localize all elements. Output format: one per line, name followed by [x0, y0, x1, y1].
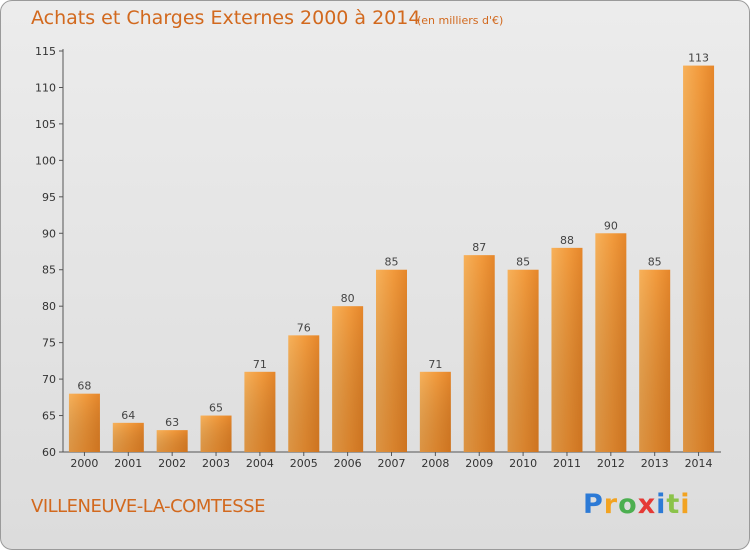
bar-shade [200, 415, 232, 452]
bar-shade [244, 371, 276, 452]
y-tick-label: 60 [42, 446, 56, 459]
x-tick-label: 2002 [158, 457, 186, 470]
x-tick-label: 2008 [421, 457, 449, 470]
bar-shade [639, 269, 671, 452]
x-tick-label: 2001 [114, 457, 142, 470]
value-label: 80 [341, 292, 355, 305]
y-tick-label: 70 [42, 373, 56, 386]
x-tick-label: 2011 [553, 457, 581, 470]
x-tick-label: 2006 [334, 457, 362, 470]
x-tick-label: 2005 [290, 457, 318, 470]
x-tick-label: 2012 [597, 457, 625, 470]
bar-shade [332, 306, 364, 452]
y-tick-label: 85 [42, 264, 56, 277]
chart-subtitle: (en milliers d'€) [417, 14, 504, 27]
value-label: 90 [604, 219, 618, 232]
y-tick-label: 80 [42, 300, 56, 313]
value-label: 68 [77, 380, 91, 393]
y-tick-label: 110 [35, 81, 56, 94]
y-tick-label: 105 [35, 118, 56, 131]
place-name: VILLENEUVE-LA-COMTESSE [31, 496, 265, 517]
bar-shade [463, 255, 495, 452]
bars: 68 64 63 65 71 76 80 85 71 87 85 88 90 85 113 [68, 52, 715, 452]
value-label: 76 [297, 321, 311, 334]
y-tick-label: 100 [35, 154, 56, 167]
value-label: 65 [209, 402, 223, 415]
value-label: 71 [428, 358, 442, 371]
value-label: 71 [253, 358, 267, 371]
x-tick-label: 2009 [465, 457, 493, 470]
y-tick-label: 95 [42, 191, 56, 204]
bar-shade [376, 269, 407, 452]
x-tick-label: 2010 [509, 457, 537, 470]
value-label: 113 [688, 52, 709, 65]
bar-shade [288, 335, 320, 452]
y-tick-label: 75 [42, 337, 56, 350]
bar-shade [419, 371, 451, 452]
y-tick-label: 65 [42, 410, 56, 423]
value-label: 64 [121, 409, 135, 422]
bar-shade [156, 430, 188, 452]
value-label: 63 [165, 416, 179, 429]
value-label: 87 [472, 241, 486, 254]
value-label: 88 [560, 234, 574, 247]
y-tick-label: 90 [42, 227, 56, 240]
bar-shade [683, 65, 715, 452]
x-tick-label: 2007 [378, 457, 406, 470]
value-label: 85 [516, 256, 530, 269]
bar-shade [112, 422, 144, 452]
x-tick-label: 2000 [70, 457, 98, 470]
x-tick-label: 2014 [685, 457, 713, 470]
x-tick-label: 2013 [641, 457, 669, 470]
bar-shade [595, 233, 627, 452]
y-tick-label: 115 [35, 45, 56, 58]
bar-shade [68, 393, 100, 452]
x-tick-label: 2004 [246, 457, 274, 470]
chart-title: Achats et Charges Externes 2000 à 2014 [31, 7, 421, 29]
value-label: 85 [385, 256, 399, 269]
x-tick-label: 2003 [202, 457, 230, 470]
bar-shade [507, 269, 539, 452]
value-label: 85 [648, 256, 662, 269]
bar-shade [551, 247, 583, 452]
proxiti-logo: Proxiti [583, 489, 691, 520]
